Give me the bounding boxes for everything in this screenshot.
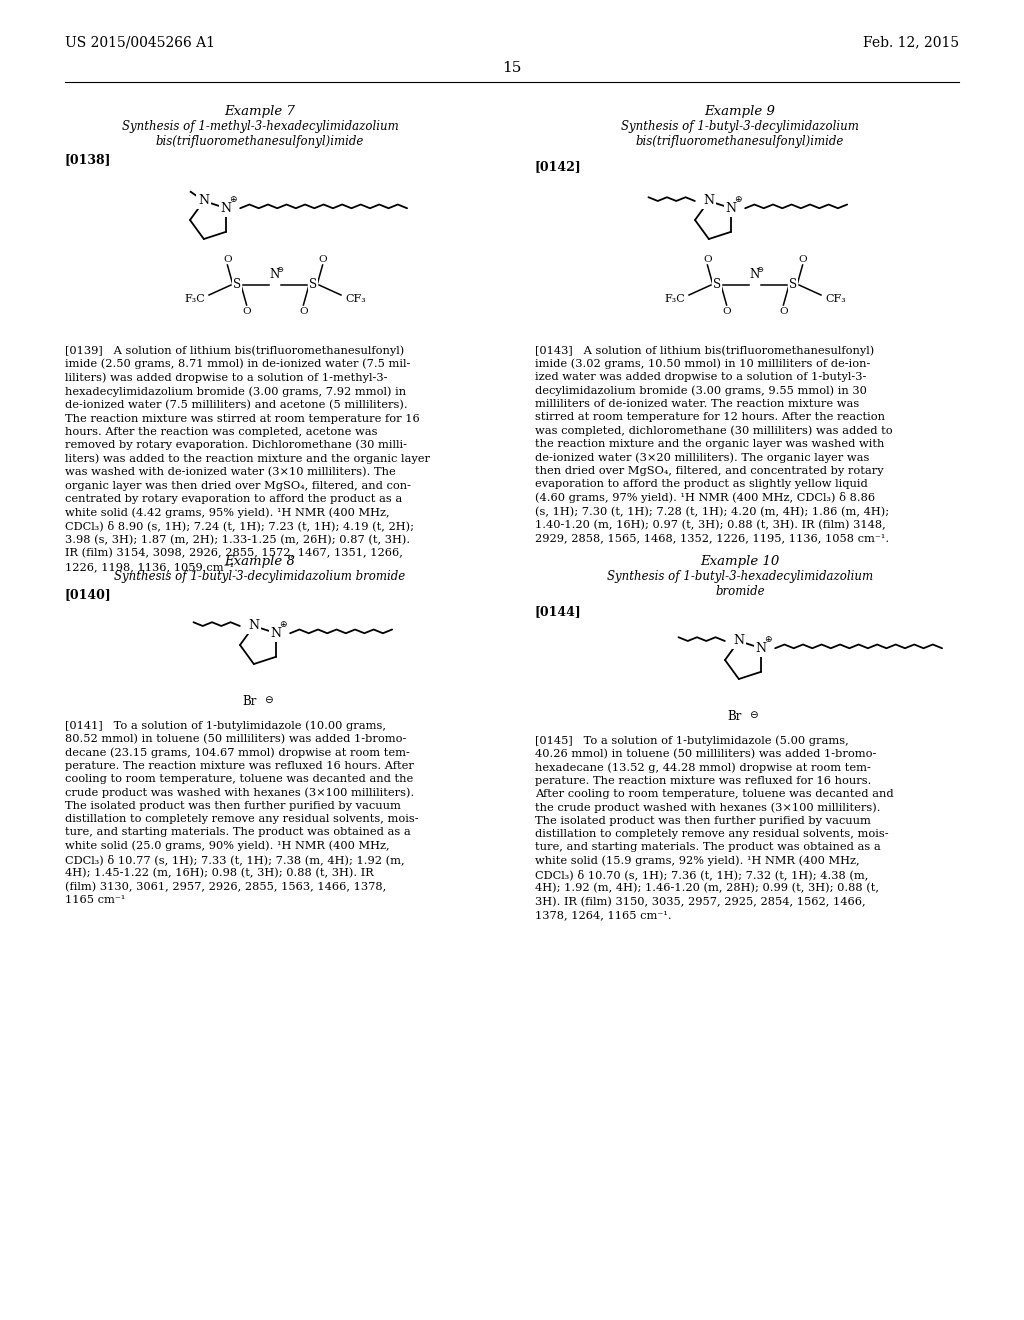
Text: US 2015/0045266 A1: US 2015/0045266 A1: [65, 36, 215, 49]
Text: N: N: [750, 268, 760, 281]
Text: 15: 15: [503, 61, 521, 75]
Text: ⊕: ⊕: [280, 620, 287, 628]
Text: [0144]: [0144]: [535, 605, 582, 618]
Text: O: O: [299, 306, 308, 315]
Text: [0145]   To a solution of 1-butylimidazole (5.00 grams,
40.26 mmol) in toluene (: [0145] To a solution of 1-butylimidazole…: [535, 735, 894, 920]
Text: [0141]   To a solution of 1-butylimidazole (10.00 grams,
80.52 mmol) in toluene : [0141] To a solution of 1-butylimidazole…: [65, 719, 419, 906]
Text: Feb. 12, 2015: Feb. 12, 2015: [863, 36, 959, 49]
Text: ⊕: ⊕: [229, 195, 237, 203]
Text: CF₃: CF₃: [825, 294, 846, 304]
Text: [0138]: [0138]: [65, 153, 112, 166]
Text: bromide: bromide: [715, 585, 765, 598]
Text: ⊖: ⊖: [757, 264, 764, 273]
Text: S: S: [309, 279, 317, 292]
Text: F₃C: F₃C: [184, 294, 205, 304]
Text: O: O: [243, 306, 251, 315]
Text: N: N: [703, 194, 715, 207]
Text: ⊖: ⊖: [276, 264, 284, 273]
Text: bis(trifluoromethanesulfonyl)imide: bis(trifluoromethanesulfonyl)imide: [156, 135, 365, 148]
Text: N: N: [221, 202, 231, 215]
Text: Synthesis of 1-butyl-3-hexadecylimidazolium: Synthesis of 1-butyl-3-hexadecylimidazol…: [607, 570, 873, 583]
Text: S: S: [232, 279, 241, 292]
Text: N: N: [199, 194, 209, 207]
Text: [0143]   A solution of lithium bis(trifluoromethanesulfonyl)
imide (3.02 grams, : [0143] A solution of lithium bis(trifluo…: [535, 345, 893, 544]
Text: N: N: [733, 635, 744, 648]
Text: ⊕: ⊕: [734, 195, 742, 203]
Text: O: O: [318, 255, 327, 264]
Text: N: N: [270, 268, 281, 281]
Text: Synthesis of 1-butyl-3-decylimidazolium bromide: Synthesis of 1-butyl-3-decylimidazolium …: [115, 570, 406, 583]
Text: ⊖: ⊖: [263, 696, 272, 705]
Text: O: O: [223, 255, 231, 264]
Text: N: N: [756, 642, 767, 655]
Text: [0140]: [0140]: [65, 587, 112, 601]
Text: [0142]: [0142]: [535, 160, 582, 173]
Text: Br: Br: [728, 710, 742, 723]
Text: Example 10: Example 10: [700, 554, 779, 568]
Text: O: O: [703, 255, 712, 264]
Text: ⊕: ⊕: [765, 635, 772, 644]
Text: F₃C: F₃C: [665, 294, 685, 304]
Text: [0139]   A solution of lithium bis(trifluoromethanesulfonyl)
imide (2.50 grams, : [0139] A solution of lithium bis(trifluo…: [65, 345, 430, 572]
Text: O: O: [799, 255, 807, 264]
Text: bis(trifluoromethanesulfonyl)imide: bis(trifluoromethanesulfonyl)imide: [636, 135, 844, 148]
Text: CF₃: CF₃: [345, 294, 366, 304]
Text: O: O: [722, 306, 731, 315]
Text: N: N: [270, 627, 282, 640]
Text: Example 7: Example 7: [224, 106, 296, 117]
Text: Br: Br: [243, 696, 257, 708]
Text: ⊖: ⊖: [749, 710, 758, 719]
Text: N: N: [726, 202, 736, 215]
Text: S: S: [788, 279, 797, 292]
Text: Example 9: Example 9: [705, 106, 775, 117]
Text: Synthesis of 1-butyl-3-decylimidazolium: Synthesis of 1-butyl-3-decylimidazolium: [622, 120, 859, 133]
Text: Synthesis of 1-methyl-3-hexadecylimidazolium: Synthesis of 1-methyl-3-hexadecylimidazo…: [122, 120, 398, 133]
Text: S: S: [713, 279, 721, 292]
Text: O: O: [779, 306, 787, 315]
Text: N: N: [248, 619, 259, 632]
Text: Example 8: Example 8: [224, 554, 296, 568]
